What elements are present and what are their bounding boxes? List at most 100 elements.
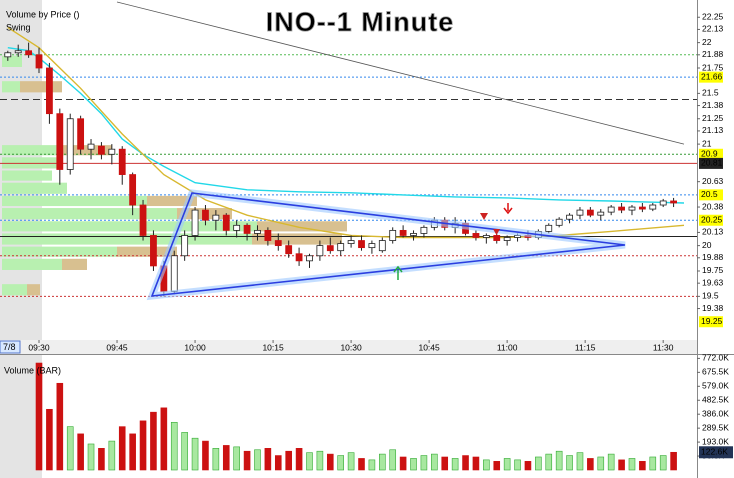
y-tick-label: 22	[702, 37, 712, 47]
candle-body	[482, 235, 490, 238]
price-marker-label: 20.9	[701, 149, 718, 159]
volume-tick-label: 772.0K	[702, 353, 729, 363]
signal-marker	[480, 213, 488, 220]
candle-body	[150, 235, 157, 267]
volume-bar	[670, 451, 677, 471]
y-tick-label: 21.25	[702, 113, 724, 123]
x-tick-label: 10:45	[418, 342, 440, 352]
profile-up	[2, 81, 20, 93]
overlay-label: Volume by Price ()	[6, 9, 80, 19]
volume-bar	[649, 456, 657, 471]
price-marker	[699, 316, 723, 328]
volume-bar	[555, 450, 563, 471]
candle-body	[503, 237, 511, 241]
volume-bar	[316, 450, 324, 471]
candle-body	[56, 113, 64, 170]
volume-bar	[35, 362, 43, 471]
profile-up	[2, 55, 22, 67]
candle-body	[202, 209, 209, 221]
volume-bar	[535, 456, 542, 471]
date-box	[0, 340, 21, 354]
y-tick-label: 20.63	[702, 176, 724, 186]
volume-bar	[472, 456, 480, 471]
volume-bar	[524, 461, 532, 471]
profile-up	[2, 258, 62, 270]
volume-marker	[699, 446, 733, 459]
triangle-annotation	[146, 189, 626, 301]
volume-bar	[431, 453, 438, 471]
y-tick-label: 20.13	[702, 227, 724, 237]
candle-body	[566, 214, 573, 220]
volume-bar	[139, 420, 147, 471]
volume-tick-label: 579.0K	[702, 381, 729, 391]
volume-bar	[222, 445, 230, 471]
volume-bar	[170, 421, 178, 471]
y-tick-label: 19.75	[702, 265, 724, 275]
volume-bar	[368, 459, 376, 471]
volume-bar	[274, 455, 282, 471]
candle-body	[77, 118, 85, 150]
x-tick-label: 11:00	[497, 342, 518, 352]
candle-body	[576, 209, 584, 216]
candle-body	[389, 229, 397, 241]
candle-body	[306, 255, 313, 262]
price-marker-label: 20.81	[701, 158, 723, 168]
candle-body	[181, 235, 189, 257]
volume-bar	[98, 448, 105, 471]
price-marker	[699, 71, 723, 83]
volume-bar	[306, 452, 313, 471]
candle-body	[139, 204, 147, 236]
volume-bar	[181, 432, 188, 471]
candle-body	[295, 253, 303, 262]
candle-body	[98, 145, 105, 155]
profile-up	[2, 170, 52, 181]
profile-up	[2, 157, 62, 169]
price-marker-label: 20.5	[701, 189, 718, 199]
candle-body	[170, 255, 178, 292]
price-marker-label: 19.25	[701, 316, 723, 326]
candle-body	[545, 224, 553, 232]
volume-bar	[347, 452, 355, 471]
volume-bar	[326, 453, 334, 471]
volume-bar	[77, 433, 84, 471]
price-marker	[699, 214, 723, 226]
price-marker	[699, 189, 723, 201]
volume-bar	[66, 426, 74, 471]
y-tick-label: 21.38	[702, 100, 724, 110]
volume-bar	[618, 459, 625, 471]
x-tick-label: 10:00	[184, 342, 206, 352]
profile-up	[2, 221, 257, 232]
volume-bar	[503, 458, 511, 471]
candle-body	[420, 226, 428, 234]
volume-bar	[212, 448, 220, 471]
volume-bar	[358, 458, 365, 471]
profile-down	[147, 195, 197, 207]
profile-up	[2, 208, 177, 220]
x-tick-label: 09:30	[28, 342, 50, 352]
candle-body	[378, 240, 386, 252]
indicator-line	[7, 47, 685, 204]
volume-bar	[420, 455, 428, 471]
y-tick-label: 19.5	[702, 291, 719, 301]
volume-bar	[150, 411, 157, 471]
volume-bar	[587, 458, 594, 471]
y-tick-label: 19.88	[702, 252, 724, 262]
candle-body	[285, 245, 293, 255]
volume-bar	[628, 458, 636, 471]
volume-bar	[566, 455, 573, 471]
candle-body	[410, 233, 417, 236]
volume-bar	[118, 426, 126, 471]
volume-bar	[462, 455, 469, 471]
volume-bar	[659, 455, 667, 471]
volume-bar	[514, 459, 521, 471]
y-tick-label: 21.13	[702, 125, 724, 135]
x-tick-label: 10:15	[262, 342, 284, 352]
profile-down	[20, 81, 62, 93]
candle-body	[274, 240, 282, 247]
profile-up	[2, 195, 147, 207]
volume-bar	[160, 407, 168, 471]
volume-bar	[87, 443, 95, 471]
x-tick-label: 10:30	[340, 342, 362, 352]
candle-body	[191, 209, 199, 236]
volume-bar	[639, 461, 646, 471]
